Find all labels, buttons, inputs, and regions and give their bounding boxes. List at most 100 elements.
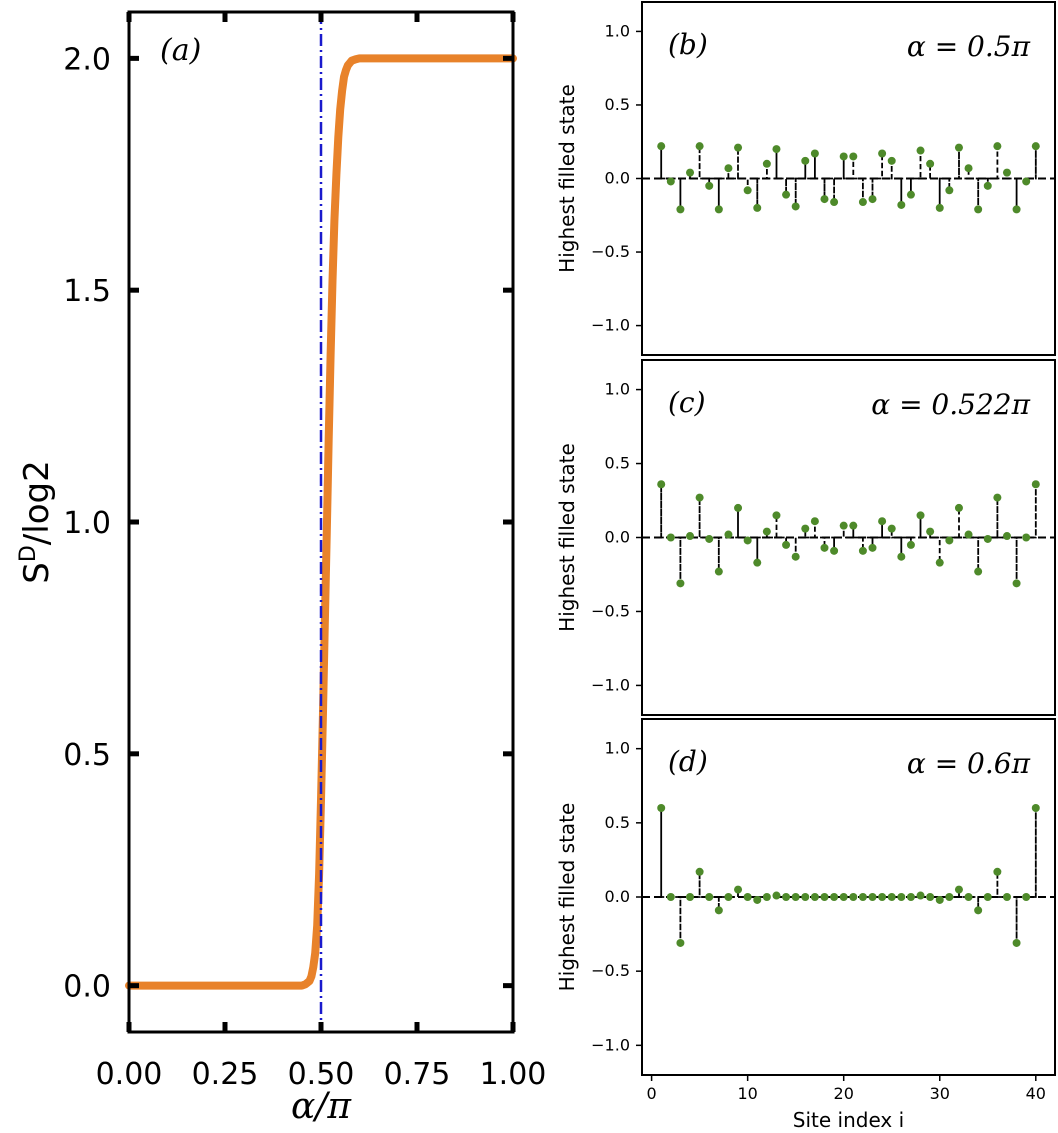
site-point <box>676 205 685 214</box>
site-point <box>743 186 752 195</box>
x-tick-label: 20 <box>834 1084 854 1103</box>
site-point <box>935 895 944 904</box>
site-point <box>916 146 925 155</box>
site-point <box>772 891 781 900</box>
site-point <box>935 203 944 212</box>
site-point <box>964 893 973 901</box>
site-point <box>926 893 935 901</box>
site-point <box>705 181 714 190</box>
y-label-tail: /log2 <box>17 460 57 545</box>
site-point <box>686 893 695 901</box>
stem-lines <box>660 146 1037 210</box>
site-point <box>666 533 675 542</box>
site-point <box>887 156 896 165</box>
site-point <box>878 517 887 526</box>
site-point <box>724 893 733 901</box>
site-point <box>1022 893 1031 901</box>
site-point <box>810 893 819 901</box>
y-label-sup: D <box>16 545 41 562</box>
site-point <box>666 893 675 901</box>
site-point <box>714 906 723 915</box>
site-point <box>993 142 1002 151</box>
site-point <box>887 893 896 901</box>
site-point <box>782 893 791 901</box>
site-point <box>945 186 954 195</box>
site-point <box>801 156 810 165</box>
site-point <box>714 567 723 576</box>
site-point <box>1002 893 1011 901</box>
site-point <box>791 552 800 561</box>
y-tick-label: −1.0 <box>591 316 630 335</box>
site-point <box>743 536 752 545</box>
panel-a: 0.00 0.25 0.50 0.75 1.000.00.51.01.52.0 (a) … <box>16 10 547 1127</box>
site-point <box>878 149 887 158</box>
site-point <box>974 567 983 576</box>
site-point <box>801 893 810 901</box>
site-point <box>945 536 954 545</box>
entropy-curve-layer <box>125 54 517 990</box>
y-tick-label: 0.5 <box>605 813 630 832</box>
site-point <box>926 159 935 168</box>
panel-b-label: (b) <box>668 28 708 61</box>
site-point <box>772 511 781 520</box>
y-tick-label: 1.5 <box>63 274 111 309</box>
site-point <box>897 200 906 209</box>
site-point <box>858 198 867 207</box>
y-tick-label: 1.0 <box>605 380 630 399</box>
site-point <box>724 164 733 173</box>
site-point <box>849 152 858 161</box>
site-point <box>762 159 771 168</box>
site-point <box>772 145 781 154</box>
y-axis-label: Highest filled state <box>555 803 579 992</box>
y-tick-label: 0.0 <box>605 528 630 547</box>
y-tick-label: 0.5 <box>605 454 630 473</box>
y-axis-label: Highest filled state <box>555 443 579 632</box>
site-point <box>993 867 1002 876</box>
site-point <box>762 527 771 536</box>
alpha-annotation: α = 0.5π <box>907 30 1031 63</box>
site-point <box>1002 532 1011 541</box>
site-point <box>705 893 714 901</box>
site-point <box>753 895 762 904</box>
site-point <box>868 543 877 552</box>
panel-d: −1.0 −0.5 0.0 0.5 1.0 0 10 20 30 40 Site index i Hi… <box>555 718 1056 1132</box>
site-point <box>1012 938 1021 947</box>
x-tick-label: 1.00 <box>480 1057 547 1092</box>
x-tick-label: 0.75 <box>384 1057 451 1092</box>
site-point <box>839 893 848 901</box>
y-tick-label: 0.5 <box>63 738 111 773</box>
site-point <box>1022 533 1031 542</box>
site-point <box>1031 480 1040 489</box>
site-point <box>839 152 848 161</box>
site-point <box>897 893 906 901</box>
panel-d-label: (d) <box>668 745 708 778</box>
site-point <box>753 203 762 212</box>
y-tick-label: 0.0 <box>605 169 630 188</box>
site-point <box>791 202 800 211</box>
site-point <box>695 142 704 151</box>
site-point <box>964 164 973 173</box>
site-point <box>906 540 915 549</box>
site-point <box>695 493 704 502</box>
site-point <box>820 543 829 552</box>
x-tick-label: 10 <box>737 1084 757 1103</box>
site-point <box>695 867 704 876</box>
panel-a-y-axis-label: SD/log2 <box>16 460 57 583</box>
site-point <box>657 804 666 812</box>
panel-c: −1.0 −0.5 0.0 0.5 1.0 Highest filled state (c)… <box>555 359 1056 716</box>
site-point <box>839 521 848 530</box>
site-point <box>734 885 743 894</box>
site-point <box>762 893 771 901</box>
site-point <box>782 540 791 549</box>
site-point <box>676 938 685 947</box>
site-point <box>858 893 867 901</box>
y-tick-label: 1.0 <box>605 739 630 758</box>
site-point <box>666 177 675 186</box>
y-tick-label: 1.0 <box>605 21 630 40</box>
site-point <box>935 558 944 567</box>
site-point <box>878 893 887 901</box>
site-point <box>810 149 819 158</box>
site-point <box>964 530 973 539</box>
site-point <box>830 546 839 555</box>
site-point <box>887 524 896 533</box>
